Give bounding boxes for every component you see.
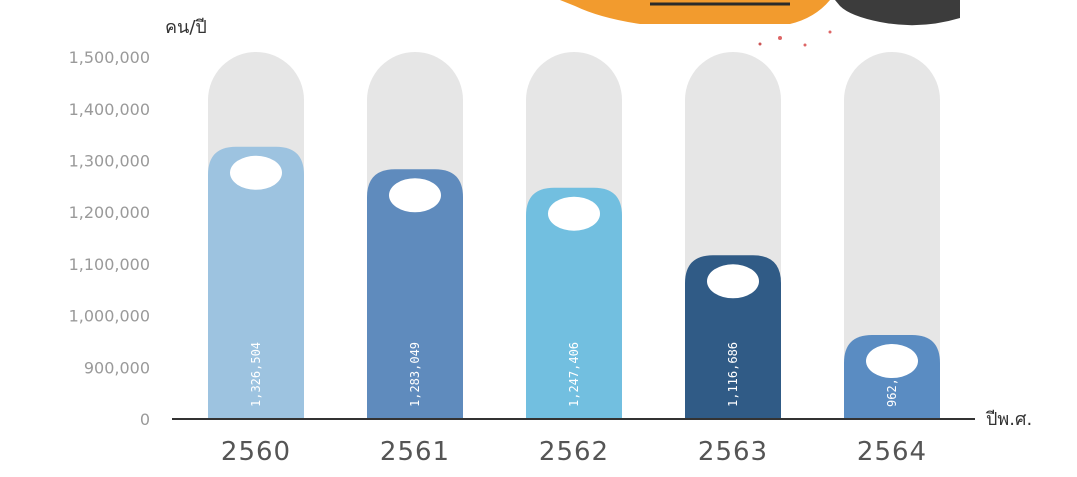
y-tick-label: 0: [140, 410, 150, 429]
x-tick-label: 2560: [221, 437, 291, 467]
y-tick-label: 1,100,000: [69, 255, 150, 274]
bar: [208, 146, 304, 420]
y-axis-title: คน/ปี: [165, 17, 207, 38]
bar-marker: [548, 196, 600, 231]
bar-value-label: 1,116,686: [726, 342, 740, 407]
car-illustration: [560, 0, 960, 47]
x-tick-label: 2561: [380, 437, 450, 467]
x-tick-label: 2564: [857, 437, 927, 467]
bar-value-label: 962,407: [885, 356, 899, 407]
bar-track: [844, 52, 940, 419]
bar-value-label: 1,247,406: [567, 342, 581, 407]
bar: [526, 187, 622, 419]
x-axis-title: ปีพ.ศ.: [986, 409, 1033, 430]
x-axis: 2560 2561 2562 2563 2564: [221, 437, 927, 467]
y-tick-label: 1,500,000: [69, 48, 150, 67]
x-tick-label: 2563: [698, 437, 768, 467]
bar-value-label: 1,283,049: [408, 342, 422, 407]
y-tick-label: 1,000,000: [69, 307, 150, 326]
bar-marker: [707, 264, 759, 299]
bar-value-label: 1,326,504: [249, 342, 263, 407]
bar: [367, 169, 463, 419]
y-tick-label: 1,300,000: [69, 152, 150, 171]
bar-marker: [230, 155, 282, 190]
y-axis: 0 900,000 1,000,000 1,100,000 1,200,000 1,300…: [69, 48, 150, 429]
x-tick-label: 2562: [539, 437, 609, 467]
y-tick-label: 900,000: [84, 358, 150, 377]
y-tick-label: 1,200,000: [69, 203, 150, 222]
bar-marker: [389, 178, 441, 213]
y-tick-label: 1,400,000: [69, 100, 150, 119]
bar-marker: [866, 344, 918, 379]
bars: 1,326,504 1,283,049 1,247,406 1,116,686 962,…: [208, 52, 940, 420]
bar: [685, 255, 781, 419]
